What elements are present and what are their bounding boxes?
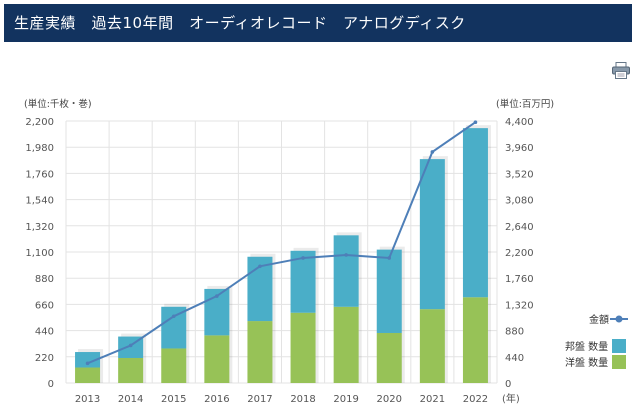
x-tick-label: 2013 — [75, 394, 100, 405]
x-tick-label: 2017 — [247, 394, 272, 405]
amount-line-path — [87, 121, 477, 365]
y-left-unit-label: (単位:千枚・巻) — [24, 98, 92, 110]
legend-swatch-foreign — [612, 355, 626, 369]
y-right-tick-label: 880 — [505, 327, 524, 338]
y-right-tick-label: 1,320 — [505, 300, 534, 311]
legend-label-amount: 金額 — [589, 313, 609, 326]
amount-point-2019[interactable] — [344, 253, 348, 257]
legend-item-amount[interactable]: 金額 — [589, 313, 628, 326]
amount-point-2018[interactable] — [301, 256, 305, 260]
x-tick-label: 2022 — [463, 394, 488, 405]
bars — [75, 125, 491, 384]
y-right-tick-label: 3,520 — [505, 169, 534, 180]
x-tick-label: 2020 — [377, 394, 402, 405]
amount-point-2017[interactable] — [258, 264, 262, 269]
bar-foreign-2018[interactable] — [290, 312, 316, 383]
bar-foreign-2016[interactable] — [204, 335, 230, 383]
bar-domestic-2015[interactable] — [161, 306, 187, 349]
page-title: 生産実績 過去10年間 オーディオレコード アナログディスク — [4, 4, 632, 42]
legend-item-domestic[interactable]: 邦盤 数量 — [565, 339, 626, 353]
bar-foreign-2021[interactable] — [419, 309, 445, 383]
y-left-tick-label: 2,200 — [25, 117, 54, 128]
y-left-tick-label: 440 — [35, 327, 54, 338]
bar-foreign-2017[interactable] — [247, 321, 273, 383]
bar-foreign-2013[interactable] — [75, 367, 101, 383]
y-right-tick-label: 0 — [505, 379, 511, 390]
y-right-tick-label: 440 — [505, 353, 524, 364]
x-unit-label: (年) — [502, 392, 520, 405]
y-left-tick-label: 660 — [35, 300, 54, 311]
bar-foreign-2014[interactable] — [118, 357, 144, 383]
amount-point-2016[interactable] — [215, 294, 219, 298]
amount-point-2015[interactable] — [171, 314, 176, 319]
y-left-tick-label: 0 — [48, 379, 54, 390]
legend-marker-amount — [615, 315, 623, 323]
legend-label-domestic: 邦盤 数量 — [565, 340, 608, 353]
y-left-tick-label: 1,100 — [25, 248, 54, 259]
amount-point-2021[interactable] — [430, 150, 435, 154]
bar-domestic-2013[interactable] — [75, 352, 101, 368]
x-tick-label: 2014 — [118, 394, 143, 405]
amount-point-2022[interactable] — [473, 120, 478, 124]
bar-foreign-2015[interactable] — [161, 348, 187, 383]
amount-point-2013[interactable] — [85, 361, 90, 366]
y-left-tick-label: 1,320 — [25, 222, 54, 233]
x-tick-label: 2019 — [333, 394, 358, 405]
y-left-tick-label: 880 — [35, 274, 54, 285]
legend-swatch-domestic — [612, 339, 626, 353]
y-right-tick-label: 2,640 — [505, 222, 534, 233]
printer-icon — [612, 62, 630, 79]
legend-label-foreign: 洋盤 数量 — [565, 356, 608, 369]
amount-line — [85, 120, 478, 366]
bar-domestic-2021[interactable] — [419, 159, 445, 310]
bar-domestic-2022[interactable] — [462, 128, 488, 298]
y-right-tick-label: 3,960 — [505, 143, 534, 154]
amount-point-2020[interactable] — [387, 256, 392, 260]
y-right-tick-label: 2,200 — [505, 248, 534, 259]
bar-foreign-2019[interactable] — [333, 306, 359, 383]
bar-domestic-2018[interactable] — [290, 250, 316, 313]
bar-domestic-2019[interactable] — [333, 235, 359, 307]
y-right-unit-label: (単位:百万円) — [496, 98, 554, 110]
bar-domestic-2020[interactable] — [376, 249, 402, 333]
x-tick-label: 2015 — [161, 394, 186, 405]
bar-foreign-2020[interactable] — [376, 332, 402, 383]
y-left-tick-label: 1,980 — [25, 143, 54, 154]
x-tick-label: 2021 — [420, 394, 445, 405]
y-right-tick-label: 3,080 — [505, 196, 534, 207]
y-right-tick-label: 4,400 — [505, 117, 534, 128]
y-left-tick-label: 220 — [35, 353, 54, 364]
legend-item-foreign[interactable]: 洋盤 数量 — [565, 355, 626, 369]
y-left-tick-label: 1,540 — [25, 196, 54, 207]
y-right-tick-label: 1,760 — [505, 274, 534, 285]
amount-point-2014[interactable] — [128, 343, 133, 348]
legend: 金額 邦盤 数量 洋盤 数量 — [565, 313, 628, 369]
bar-foreign-2022[interactable] — [462, 297, 488, 383]
y-left-tick-label: 1,760 — [25, 169, 54, 180]
x-tick-label: 2016 — [204, 394, 229, 405]
print-button[interactable] — [612, 62, 630, 79]
axes: 0 0 220 440 440 880 660 1,320 880 1,760 1,100 2,200… — [25, 117, 533, 405]
x-tick-label: 2018 — [290, 394, 315, 405]
